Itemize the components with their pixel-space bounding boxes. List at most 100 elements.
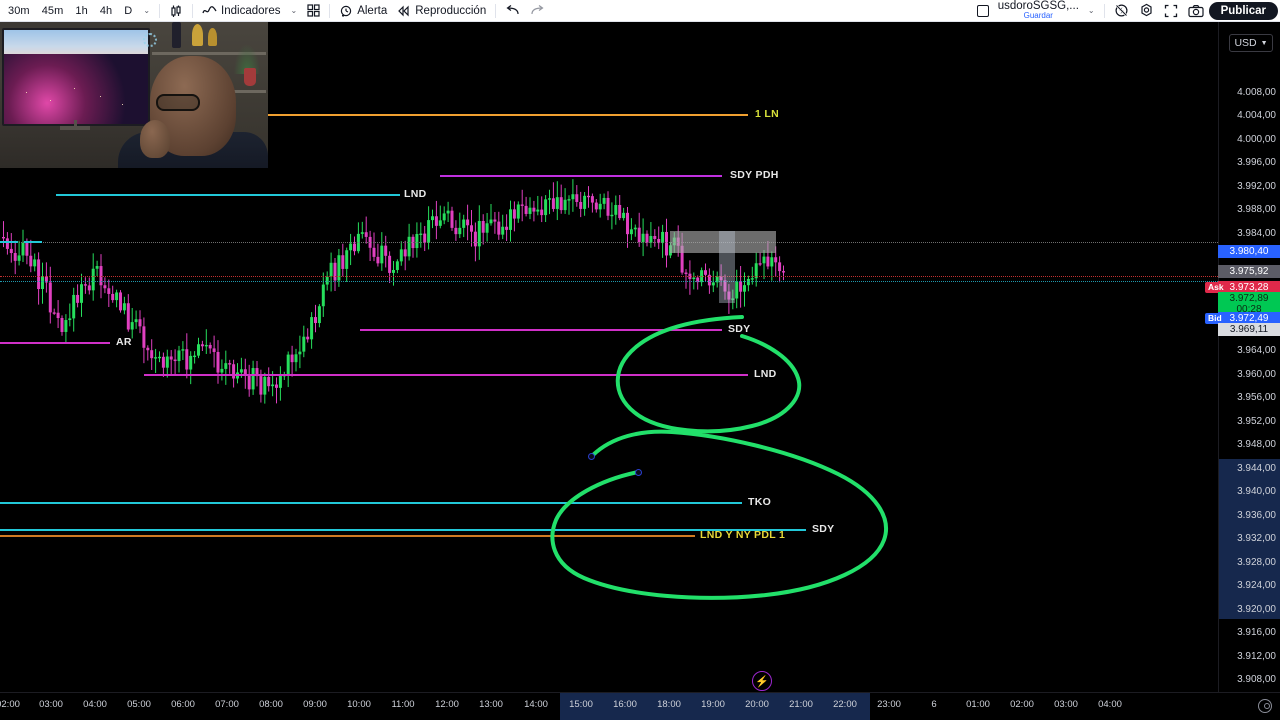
currency-label: USD <box>1234 37 1257 49</box>
price-line-label-sdy: SDY <box>728 323 751 335</box>
currency-selector[interactable]: USD ▼ <box>1229 34 1273 52</box>
price-badge[interactable]: 3.975,92 <box>1218 265 1280 278</box>
time-tick: 11:00 <box>391 699 415 710</box>
price-line-label-1ln: 1 LN <box>755 108 779 120</box>
time-tick: 07:00 <box>215 699 239 710</box>
timeframe-1h[interactable]: 1h <box>75 4 88 17</box>
price-line-ar[interactable] <box>0 342 110 344</box>
price-tick: 3.908,00 <box>1237 674 1276 685</box>
webcam-eyeglasses <box>156 94 200 111</box>
price-line-lnd-ny-pdl[interactable] <box>0 535 695 537</box>
watchlist-button[interactable] <box>972 3 994 19</box>
redo-button[interactable] <box>525 3 550 19</box>
price-line-lnd-mid[interactable] <box>144 374 748 376</box>
divider <box>495 3 497 18</box>
price-line-label-lnd-ny-pdl: LND Y NY PDL 1 <box>700 529 786 541</box>
settings-button[interactable] <box>1134 1 1159 20</box>
price-tick: 3.936,00 <box>1237 510 1276 521</box>
grid-layouts-icon <box>307 4 320 17</box>
time-tick: 22:00 <box>833 699 857 710</box>
price-line-sdy-low[interactable] <box>0 529 806 531</box>
timeframe-group: 30m 45m 1h 4h D ⌄ <box>0 3 155 19</box>
time-scale-highlight-band <box>560 693 870 720</box>
price-line-sdy[interactable] <box>360 329 722 331</box>
timeframe-45m[interactable]: 45m <box>41 4 64 17</box>
price-side-tag: Bid <box>1205 313 1225 324</box>
time-scale[interactable]: 02:00 03:00 04:00 05:00 06:00 07:00 08:00 09:00… <box>0 692 1280 720</box>
price-tick: 3.964,00 <box>1237 345 1276 356</box>
timeframe-d[interactable]: D <box>124 4 133 17</box>
price-tick: 4.000,00 <box>1237 134 1276 145</box>
price-tick: 4.008,00 <box>1237 87 1276 98</box>
price-badge[interactable]: 3.980,40 <box>1218 245 1280 258</box>
price-badge[interactable]: 3.972,49 <box>1218 312 1280 325</box>
price-badge[interactable]: 3.969,11 <box>1218 323 1280 336</box>
price-badge[interactable]: 3.972,89 <box>1218 292 1280 305</box>
indicators-chevron-down-icon[interactable]: ⌄ <box>290 6 298 15</box>
price-line-sdy-pdh[interactable] <box>440 175 722 177</box>
price-line-lnd-top[interactable] <box>56 194 400 196</box>
divider <box>329 3 331 18</box>
symbol-name: usdoroSGSG,... <box>997 0 1079 12</box>
price-tick: 3.984,00 <box>1237 228 1276 239</box>
timezone-clock-icon[interactable] <box>1258 699 1272 713</box>
price-line-label-ar: AR <box>116 336 132 348</box>
square-icon <box>976 4 989 17</box>
alert-button[interactable]: Alerta <box>334 2 392 20</box>
replay-button[interactable]: Reproducción <box>392 3 491 19</box>
symbol-chevron-down-icon[interactable]: ⌄ <box>1087 6 1095 15</box>
webcam-trophy <box>192 24 203 46</box>
undo-button[interactable] <box>500 3 525 19</box>
time-tick: 04:00 <box>83 699 107 710</box>
undo-arrow-icon <box>505 4 520 17</box>
chart-type-button[interactable] <box>164 2 188 20</box>
redo-arrow-icon <box>530 4 545 17</box>
timeframe-30m[interactable]: 30m <box>8 4 30 17</box>
price-tick: 3.948,00 <box>1237 439 1276 450</box>
price-line-label-sdy-low: SDY <box>812 523 835 535</box>
price-scale[interactable]: USD ▼ 4.008,00 4.004,00 4.000,00 3.996,00 3.… <box>1205 22 1280 708</box>
price-tick: 3.996,00 <box>1237 157 1276 168</box>
dashed-segment-left-1 <box>0 241 18 243</box>
ideas-button[interactable] <box>1109 1 1134 20</box>
time-tick: 16:00 <box>613 699 637 710</box>
price-tick: 3.920,00 <box>1237 604 1276 615</box>
price-tick: 3.992,00 <box>1237 181 1276 192</box>
chevron-down-icon[interactable]: ⌄ <box>143 6 151 15</box>
webcam-overlay[interactable] <box>0 16 268 168</box>
snapshot-button[interactable] <box>1183 2 1209 20</box>
indicators-button[interactable]: Indicadores <box>197 2 285 20</box>
price-line-1ln[interactable] <box>268 114 748 116</box>
selection-rectangle[interactable] <box>670 231 776 253</box>
dotted-line-gray <box>0 242 1218 243</box>
layouts-button[interactable] <box>302 2 325 19</box>
time-tick: 13:00 <box>479 699 503 710</box>
divider <box>159 3 161 18</box>
price-tick: 3.924,00 <box>1237 580 1276 591</box>
symbol-selector[interactable]: usdoroSGSG,... Guardar <box>994 0 1083 21</box>
price-line-tko[interactable] <box>0 502 742 504</box>
fullscreen-button[interactable] <box>1159 2 1183 20</box>
timeframe-4h[interactable]: 4h <box>99 4 113 17</box>
annotation-handle-1[interactable] <box>588 453 595 460</box>
time-tick: 02:00 <box>1010 699 1034 710</box>
time-tick: 05:00 <box>127 699 151 710</box>
time-tick: 08:00 <box>259 699 283 710</box>
price-tick: 3.944,00 <box>1237 463 1276 474</box>
price-badge[interactable]: 3.973,28 <box>1218 281 1280 294</box>
alert-label: Alerta <box>357 4 388 17</box>
price-tick: 3.912,00 <box>1237 651 1276 662</box>
lightning-bolt-icon[interactable]: ⚡ <box>752 671 772 691</box>
tv-watermark-icon <box>143 33 157 47</box>
price-line-label-lnd-mid: LND <box>754 368 777 380</box>
webcam-bottle <box>172 22 181 48</box>
time-tick: 21:00 <box>789 699 813 710</box>
replay-rewind-icon <box>397 5 411 17</box>
dotted-line-red <box>0 276 1218 277</box>
webcam-tv <box>2 28 150 126</box>
candles-icon <box>169 4 183 18</box>
candlestick-series <box>2 179 785 404</box>
annotation-handle-2[interactable] <box>635 469 642 476</box>
publish-button[interactable]: Publicar <box>1208 1 1278 20</box>
time-tick: 12:00 <box>435 699 459 710</box>
